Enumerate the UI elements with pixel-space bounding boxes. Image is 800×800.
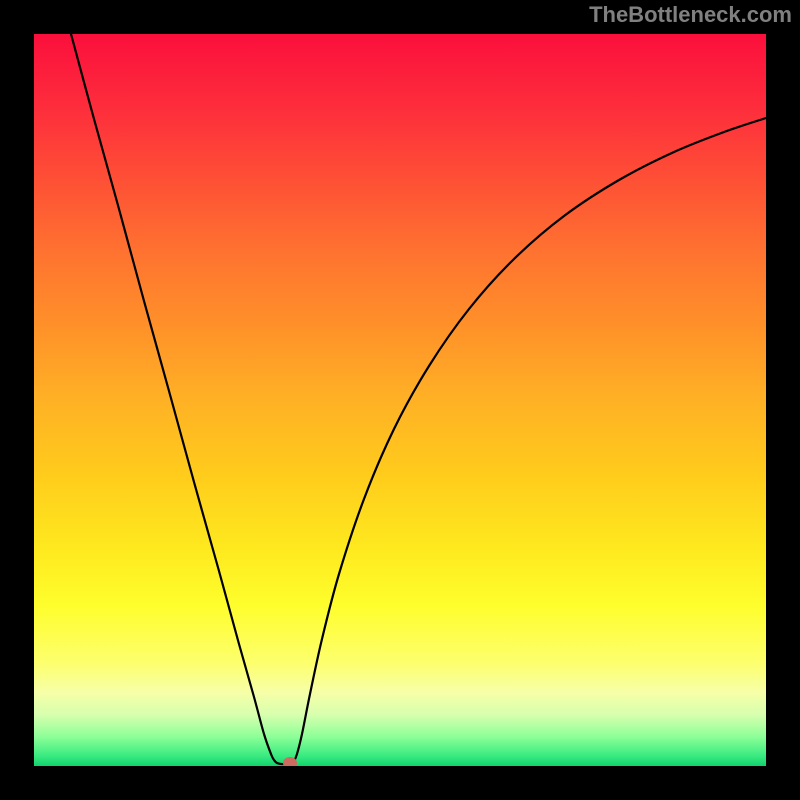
plot-area [34, 34, 766, 766]
chart-container: TheBottleneck.com [0, 0, 800, 800]
watermark-text: TheBottleneck.com [589, 2, 792, 28]
bottleneck-curve [34, 34, 766, 766]
